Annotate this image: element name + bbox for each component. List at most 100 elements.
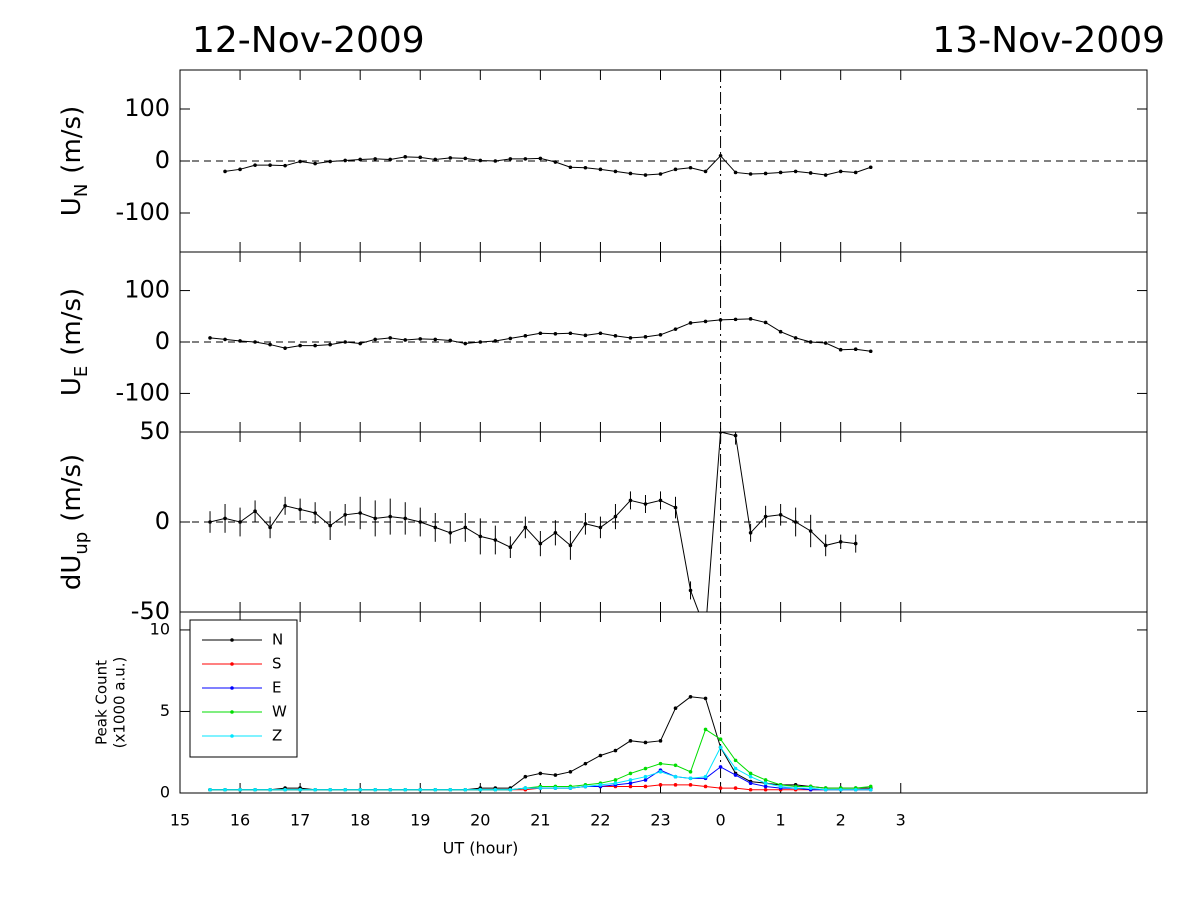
x-axis-label: UT (hour) [443,839,519,858]
data-point [823,543,828,548]
data-point [643,173,648,177]
data-point [658,783,663,787]
data-point [688,770,693,774]
data-point [478,158,483,163]
data-point [538,541,543,546]
data-point [748,787,753,792]
data-point [778,513,783,517]
data-point [748,774,753,779]
data-point [418,337,423,341]
data-point [718,786,723,790]
data-point [433,525,438,530]
data-point [778,784,783,789]
data-point [523,786,528,790]
data-point [613,334,618,338]
data-point [478,340,483,344]
data-point [598,167,603,172]
data-point [703,727,708,732]
data-point [493,787,498,792]
data-point [448,156,453,160]
data-point [613,169,618,174]
data-point [238,520,242,524]
data-point [538,786,543,790]
data-point [823,173,828,177]
y-tick-label: 100 [124,94,170,122]
data-point [508,545,513,549]
data-point [763,787,768,792]
data-point [418,155,423,160]
y-tick-label: 10 [150,619,170,638]
data-point [688,694,693,699]
x-tick-label: 19 [410,811,430,830]
y-label-main: dU [57,555,87,591]
y-axis-label: dUup (m/s) [57,454,93,590]
data-point [658,761,663,766]
y-tick-label: -100 [116,198,170,226]
data-point [733,773,738,777]
data-point [793,169,798,174]
data-point [298,787,302,792]
data-point [688,165,693,170]
y-tick-label: 0 [155,327,170,355]
data-point [598,753,603,758]
data-point [838,540,843,544]
data-point [508,157,513,161]
data-point [868,349,873,354]
data-point [343,787,347,792]
data-point [223,516,227,521]
data-point [718,745,723,750]
legend-label: S [272,655,282,673]
data-point [403,155,408,159]
data-point [703,784,708,789]
data-point [643,766,648,771]
data-point [268,163,272,167]
data-point [238,339,242,343]
data-point [673,783,678,787]
data-point [223,337,227,342]
data-point [838,169,843,174]
data-point [673,763,678,768]
data-point [628,739,633,743]
data-point [523,525,528,530]
data-point [838,787,843,792]
data-point [388,514,393,519]
x-tick-label: 15 [170,811,190,830]
data-line [210,728,871,791]
data-point [553,773,558,777]
data-point [358,511,362,515]
data-point [538,331,543,336]
data-point [808,786,813,790]
data-point [808,171,813,175]
data-point [793,336,798,340]
data-point [643,335,648,339]
y-label-main: U [57,377,87,396]
data-point [403,516,408,521]
data-point [763,514,768,519]
x-tick-label: 17 [290,811,310,830]
data-point [688,321,693,325]
data-point [343,340,347,344]
data-point [253,163,257,167]
data-point [853,787,858,792]
data-point [313,787,317,792]
legend-label: W [272,703,287,721]
data-point [373,787,378,792]
data-point [388,787,393,792]
data-point [463,525,468,530]
x-tick-label: 3 [896,811,906,830]
data-point [748,771,753,776]
data-point [268,525,272,530]
data-point [838,347,843,352]
data-point [763,784,768,789]
data-point [433,337,438,342]
data-point [658,770,663,774]
data-point [643,774,648,779]
data-point [283,163,287,168]
data-point [538,771,543,776]
data-point [853,170,858,175]
data-point [733,433,738,438]
data-point [673,505,678,510]
data-point [628,171,633,176]
data-point [703,696,708,701]
data-point [283,504,287,508]
